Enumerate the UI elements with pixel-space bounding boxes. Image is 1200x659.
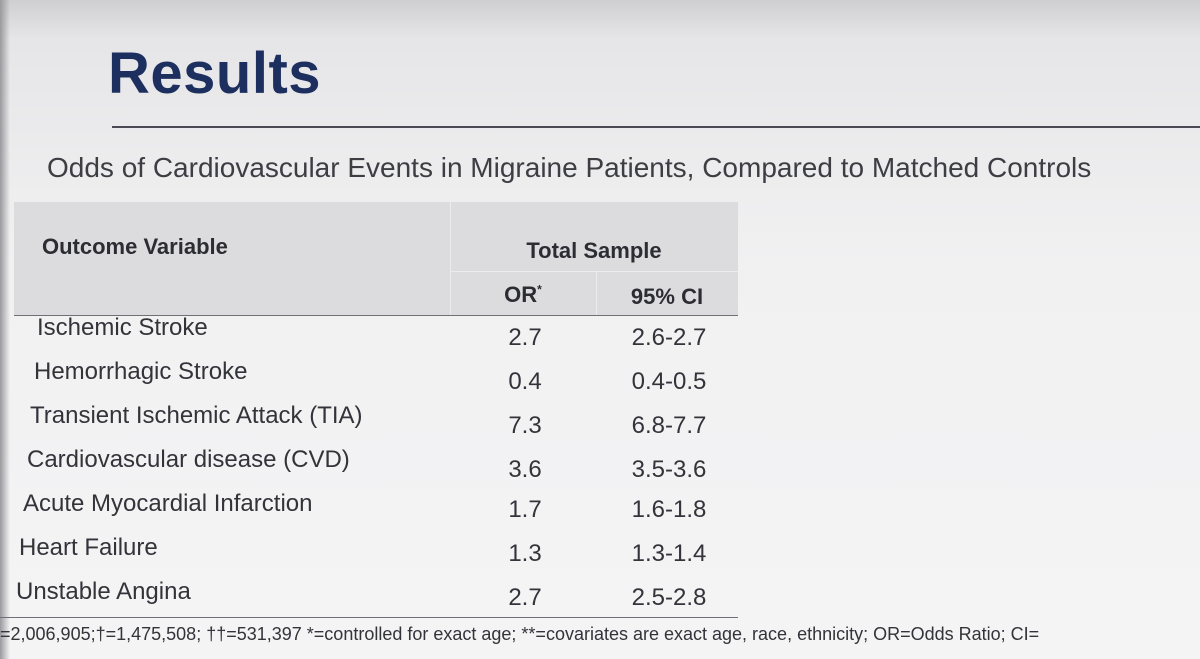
header-confidence-interval: 95% CI <box>630 284 704 309</box>
table-row: Transient Ischemic Attack (TIA) 7.3 6.8-… <box>0 402 740 446</box>
header-or-text: OR <box>504 282 538 307</box>
table-row: Hemorrhagic Stroke 0.4 0.4-0.5 <box>0 358 740 402</box>
table-footnote: l=2,006,905;†=1,475,508; ††=531,397 *=co… <box>0 624 1040 644</box>
slide-edge-shadow <box>0 0 10 659</box>
row-or: 2.7 <box>508 584 542 611</box>
header-divider-horizontal <box>450 271 738 272</box>
row-or: 1.7 <box>508 496 542 523</box>
row-label: Unstable Angina <box>16 578 191 605</box>
header-bottom-rule <box>14 315 738 316</box>
row-or: 3.6 <box>508 456 542 483</box>
row-ci: 3.5-3.6 <box>631 456 707 483</box>
row-ci: 2.6-2.7 <box>631 324 707 351</box>
row-ci: 6.8-7.7 <box>631 412 707 439</box>
table-row: Unstable Angina 2.7 2.5-2.8 <box>0 578 740 622</box>
row-label: Hemorrhagic Stroke <box>34 358 248 385</box>
table-header-background <box>14 202 738 315</box>
slide-title: Results <box>108 41 322 106</box>
table-bottom-rule <box>0 617 738 618</box>
row-or: 2.7 <box>508 324 542 351</box>
header-divider-vertical <box>450 202 451 315</box>
row-label: Acute Myocardial Infarction <box>23 490 313 517</box>
header-odds-ratio: OR* <box>450 282 596 308</box>
row-label: Cardiovascular disease (CVD) <box>27 446 350 473</box>
row-ci: 1.3-1.4 <box>631 540 707 567</box>
row-or: 7.3 <box>508 412 542 439</box>
row-ci: 2.5-2.8 <box>631 584 707 611</box>
row-or: 0.4 <box>508 368 542 395</box>
table-row: Heart Failure 1.3 1.3-1.4 <box>0 534 740 578</box>
row-ci: 1.6-1.8 <box>631 496 707 523</box>
title-divider <box>112 126 1200 128</box>
table-row: Cardiovascular disease (CVD) 3.6 3.5-3.6 <box>0 446 740 490</box>
header-total-sample: Total Sample <box>526 238 662 263</box>
table-row: Acute Myocardial Infarction 1.7 1.6-1.8 <box>0 490 740 534</box>
header-outcome-variable: Outcome Variable <box>42 234 228 259</box>
table-row: Ischemic Stroke 2.7 2.6-2.7 <box>0 314 740 358</box>
header-or-mark: * <box>537 282 542 297</box>
row-label: Transient Ischemic Attack (TIA) <box>30 402 363 429</box>
table-caption: Odds of Cardiovascular Events in Migrain… <box>47 152 1092 183</box>
row-ci: 0.4-0.5 <box>631 368 707 395</box>
row-label: Ischemic Stroke <box>37 314 208 341</box>
header-divider-or-ci <box>596 271 597 315</box>
row-or: 1.3 <box>508 540 542 567</box>
row-label: Heart Failure <box>19 534 158 561</box>
